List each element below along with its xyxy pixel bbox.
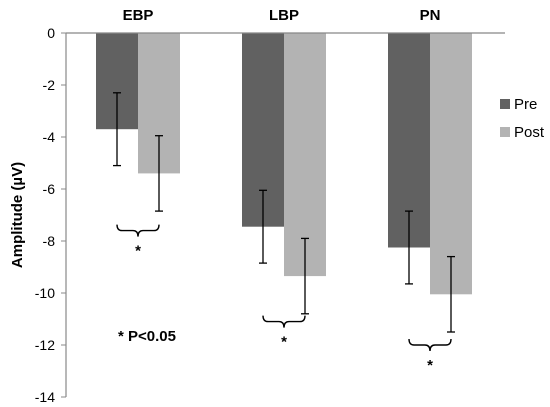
significance-bracket	[116, 224, 160, 237]
significance-bracket	[408, 338, 452, 352]
legend-label-pre: Pre	[514, 96, 537, 113]
y-tick-label: -2	[43, 77, 56, 93]
legend-swatch-post	[500, 127, 510, 137]
significance-bracket	[262, 315, 306, 328]
y-axis-ticks: 0 -2 -4 -6 -8 -10 -12 -14	[35, 25, 66, 405]
significance-note: * P<0.05	[118, 328, 176, 345]
y-tick-label: 0	[47, 25, 55, 41]
legend: Pre Post	[500, 96, 545, 141]
bar-post-lbp	[284, 33, 326, 277]
significance-star: *	[427, 357, 433, 374]
y-tick-label: -14	[35, 389, 55, 405]
category-labels: EBP LBP PN	[123, 7, 441, 24]
error-bars	[113, 92, 455, 333]
category-label-ebp: EBP	[123, 7, 154, 24]
bars	[96, 33, 472, 295]
y-tick-label: -10	[35, 285, 55, 301]
legend-swatch-pre	[500, 99, 510, 109]
significance-star: *	[135, 243, 141, 260]
significance-star: *	[281, 334, 287, 351]
y-tick-label: -12	[35, 337, 55, 353]
category-label-pn: PN	[420, 7, 441, 24]
axes	[65, 32, 505, 397]
legend-label-post: Post	[514, 124, 545, 141]
significance-markers: * * *	[116, 224, 452, 374]
y-tick-label: -4	[43, 129, 56, 145]
y-tick-label: -8	[43, 233, 56, 249]
y-axis-label: Amplitude (µV)	[9, 162, 26, 268]
y-tick-label: -6	[43, 181, 56, 197]
category-label-lbp: LBP	[269, 7, 299, 24]
bar-post-pn	[430, 33, 472, 295]
